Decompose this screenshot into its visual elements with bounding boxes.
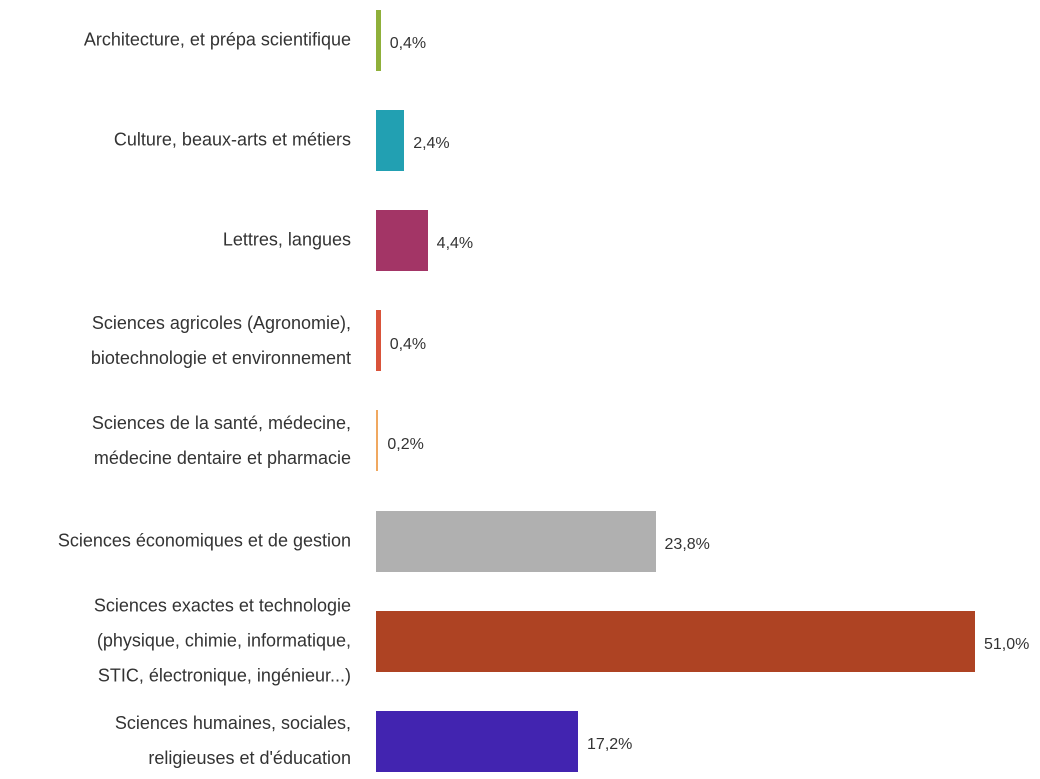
category-label: Lettres, langues bbox=[222, 229, 351, 250]
bar bbox=[376, 610, 975, 672]
value-label: 51,0% bbox=[984, 636, 1030, 654]
category-label: Architecture, et prépa scientifique bbox=[83, 29, 351, 50]
value-label: 0,2% bbox=[387, 435, 424, 453]
category-label: Sciences agricoles (Agronomie), biotechn… bbox=[90, 312, 351, 368]
bar bbox=[376, 710, 579, 772]
value-label: 23,8% bbox=[664, 536, 710, 553]
bar bbox=[376, 109, 405, 171]
value-label: 0,4% bbox=[389, 335, 427, 353]
value-label: 2,4% bbox=[413, 135, 450, 153]
bar bbox=[376, 410, 379, 472]
bar bbox=[376, 209, 428, 271]
value-label: 4,4% bbox=[436, 235, 474, 253]
category-label: Culture, beaux-arts et métiers bbox=[113, 129, 351, 150]
category-label: Sciences de la santé, médecine, médecine… bbox=[91, 412, 351, 468]
bar bbox=[376, 9, 381, 71]
value-label: 17,2% bbox=[587, 736, 633, 754]
bar bbox=[376, 310, 381, 372]
category-label: Sciences humaines, sociales, religieuses… bbox=[114, 713, 351, 769]
bar bbox=[376, 510, 656, 572]
category-label: Sciences exactes et technologie (physiqu… bbox=[93, 595, 351, 686]
value-label: 0,4% bbox=[389, 35, 427, 52]
category-label: Sciences économiques et de gestion bbox=[57, 530, 351, 551]
